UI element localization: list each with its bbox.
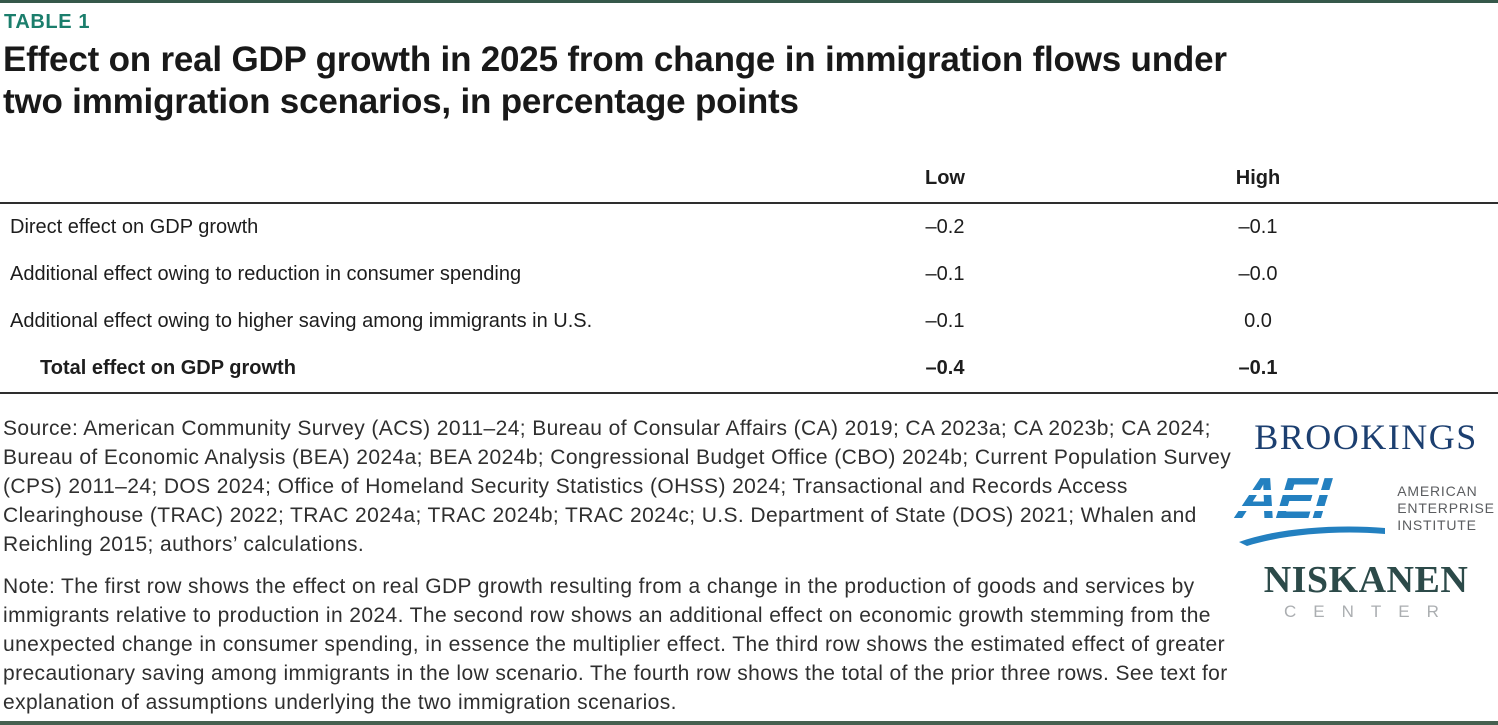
title-line-1: Effect on real GDP growth in 2025 from c… xyxy=(3,40,1227,79)
total-row-label: Total effect on GDP growth xyxy=(40,357,296,379)
source-note: Source: American Community Survey (ACS) … xyxy=(3,417,1232,556)
data-table: Low High Direct effect on GDP growth –0.… xyxy=(0,167,1498,394)
row-value-high: 0.0 xyxy=(1244,310,1272,332)
table-row: Direct effect on GDP growth –0.2 –0.1 xyxy=(0,204,1498,251)
title-line-2: two immigration scenarios, in percentage… xyxy=(3,82,799,121)
table-row: Additional effect owing to reduction in … xyxy=(0,251,1498,298)
row-label: Additional effect owing to reduction in … xyxy=(10,263,522,285)
column-header-low: Low xyxy=(925,167,965,189)
aei-logo: AEI AMERICAN ENTERPRISE INSTITUTE xyxy=(1234,466,1495,546)
niskanen-logo: NISKANEN CENTER xyxy=(1263,559,1469,621)
brookings-logo: BROOKINGS xyxy=(1254,417,1478,457)
figure-footer: BROOKINGS AEI AMERICAN ENTERPRISE INSTIT… xyxy=(0,394,1498,717)
aei-org-name: AMERICAN ENTERPRISE INSTITUTE xyxy=(1397,482,1495,533)
aei-stripe xyxy=(1235,490,1390,495)
row-value-high: –0.0 xyxy=(1238,263,1278,285)
table-total-row: Total effect on GDP growth –0.4 –0.1 xyxy=(0,345,1498,392)
explanatory-note: Note: The first row shows the effect on … xyxy=(3,575,1228,714)
row-label: Additional effect owing to higher saving… xyxy=(10,310,593,332)
aei-stripe xyxy=(1235,506,1390,511)
row-label: Direct effect on GDP growth xyxy=(10,216,259,238)
aei-swoosh xyxy=(1239,526,1386,546)
table-title: Effect on real GDP growth in 2025 from c… xyxy=(0,39,1498,123)
aei-wordmark: AEI xyxy=(1234,466,1390,546)
bottom-border-rule xyxy=(0,721,1498,725)
table-header-row: Low High xyxy=(0,167,1498,204)
table-bottom-rule xyxy=(0,392,1498,394)
row-value-low: –0.1 xyxy=(925,310,965,332)
org-logos: BROOKINGS AEI AMERICAN ENTERPRISE INSTIT… xyxy=(1234,414,1498,662)
table-kicker: TABLE 1 xyxy=(4,11,91,33)
total-value-low: –0.4 xyxy=(925,357,965,379)
table-row: Additional effect owing to higher saving… xyxy=(0,298,1498,345)
row-value-low: –0.1 xyxy=(925,263,965,285)
top-border-rule xyxy=(0,0,1498,3)
column-header-high: High xyxy=(1235,167,1281,189)
row-value-high: –0.1 xyxy=(1238,216,1278,238)
row-value-low: –0.2 xyxy=(925,216,965,238)
total-value-high: –0.1 xyxy=(1238,357,1278,379)
